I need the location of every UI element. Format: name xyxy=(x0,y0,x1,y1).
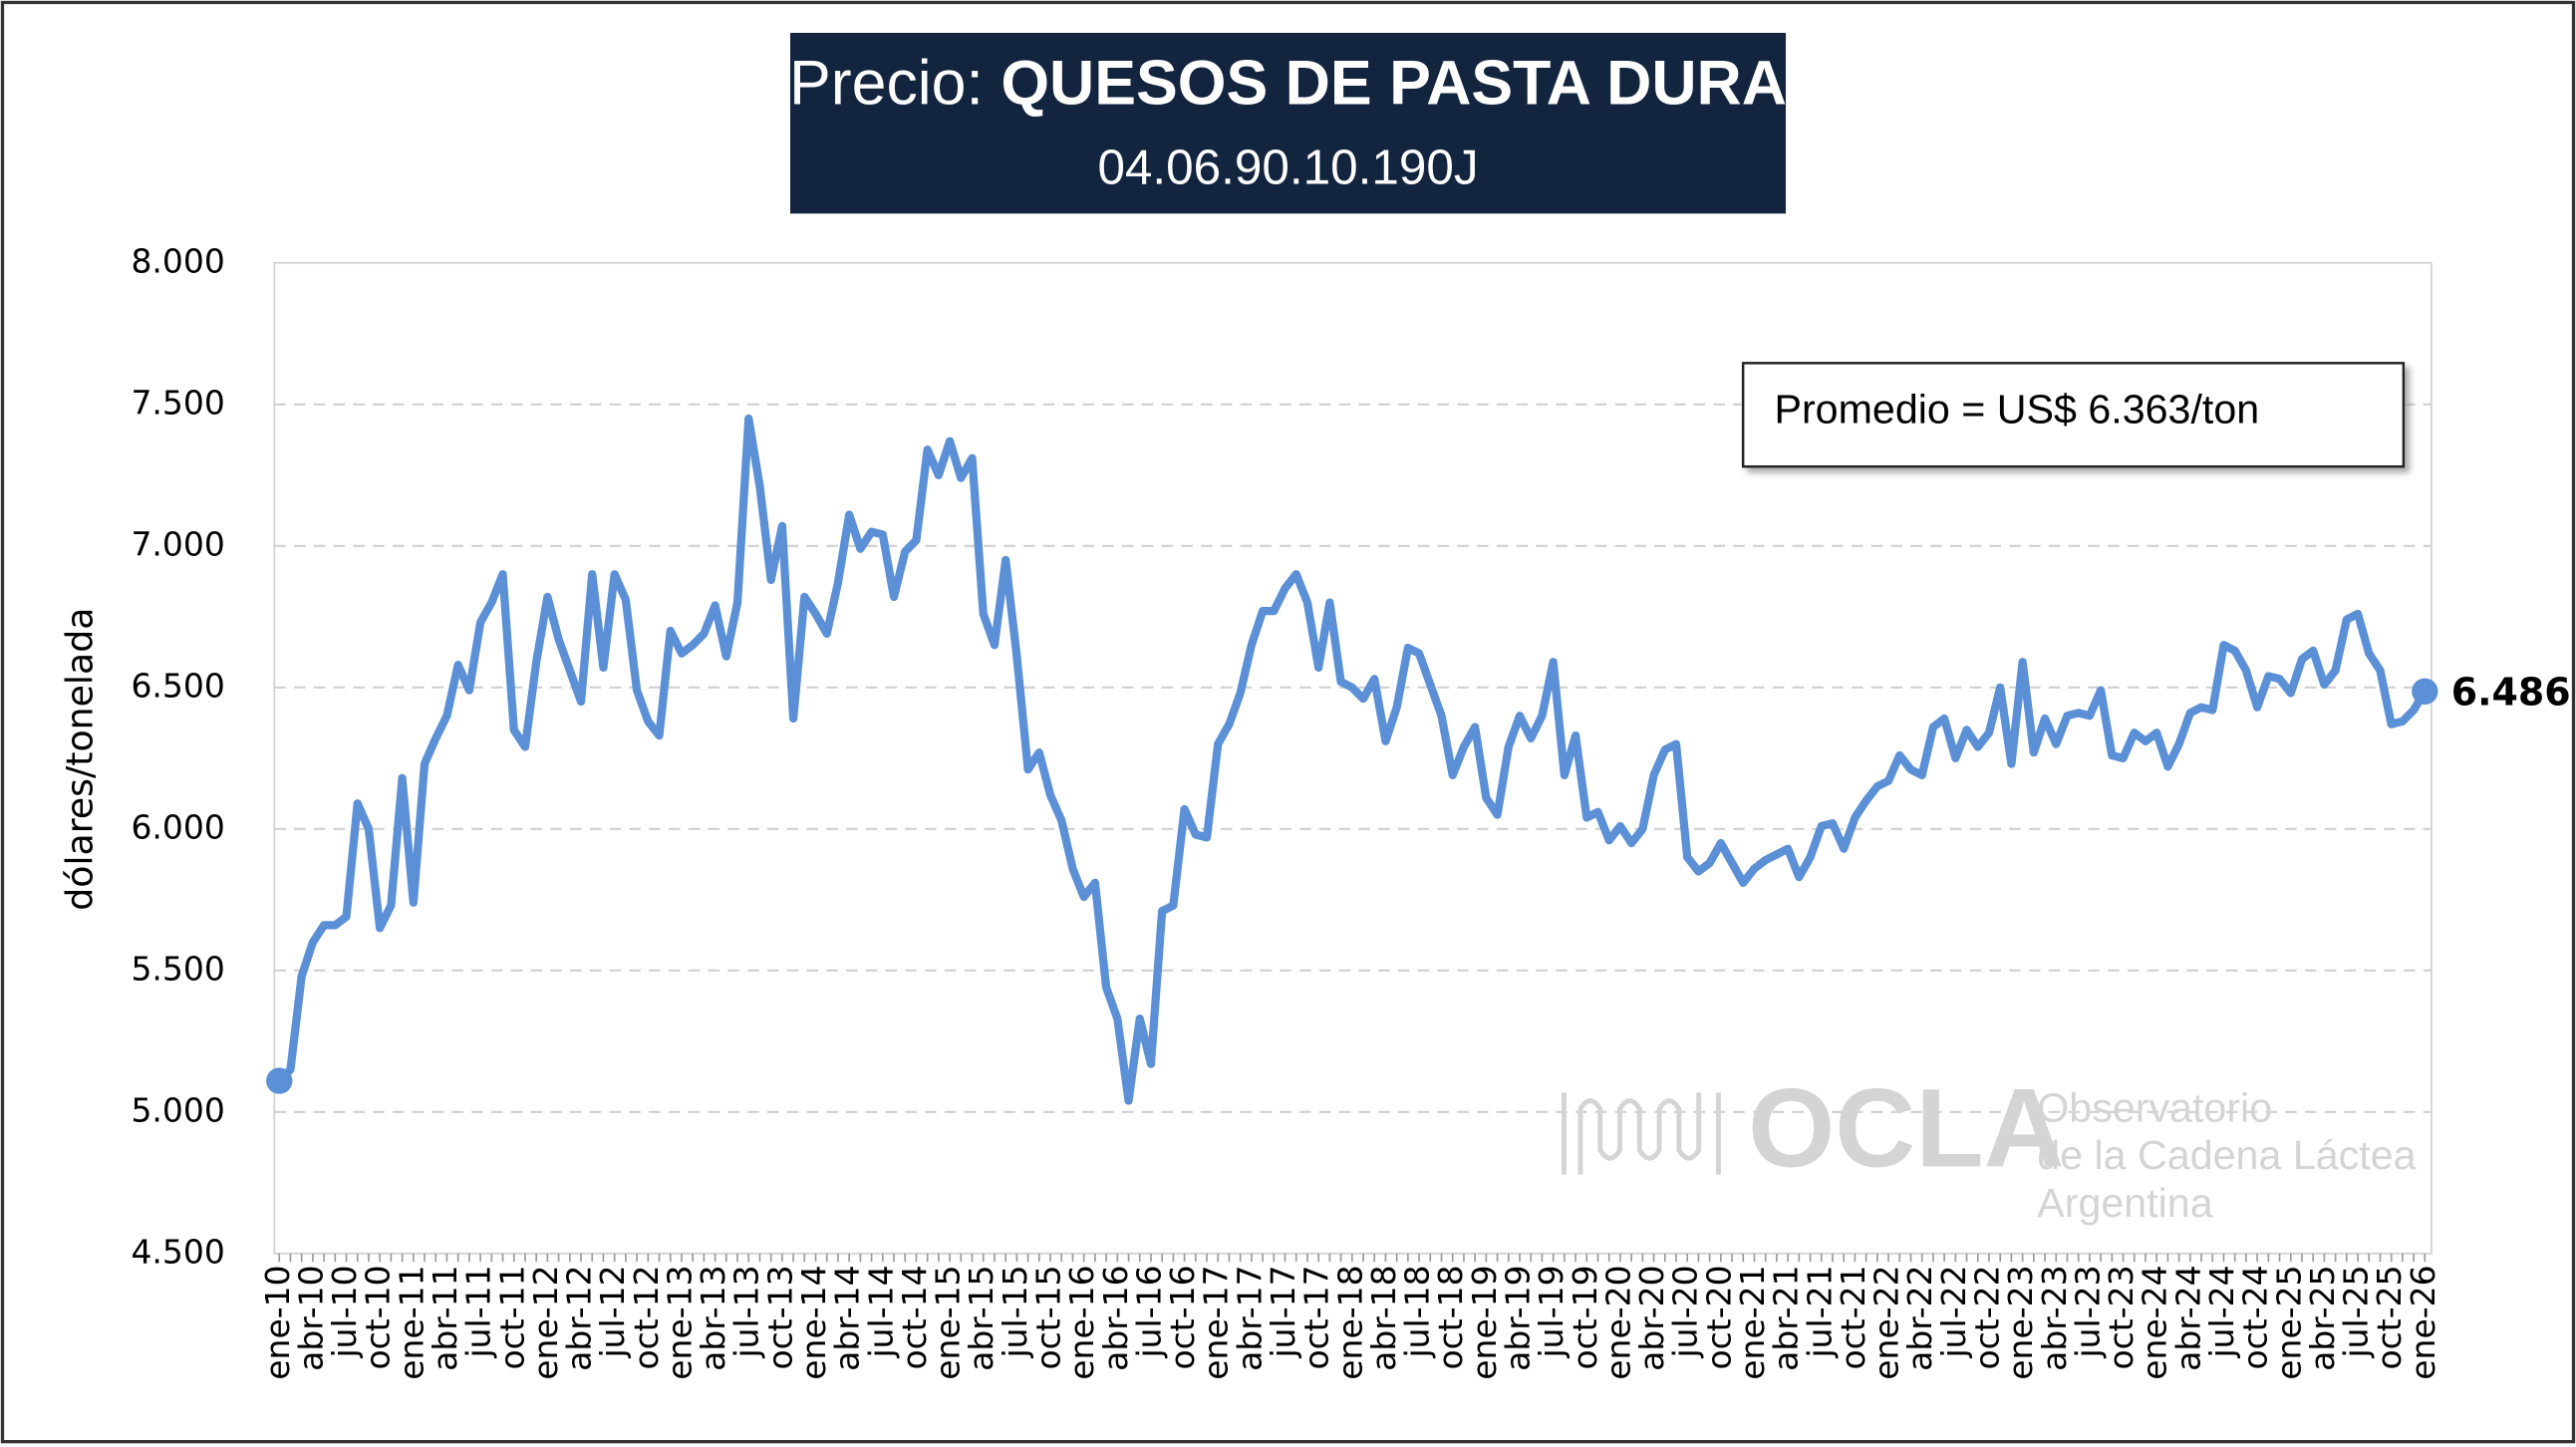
x-tick-label: abr-13 xyxy=(694,1265,732,1370)
x-tick-label: abr-20 xyxy=(1632,1265,1671,1370)
x-tick-label: abr-24 xyxy=(2168,1265,2207,1370)
end-point xyxy=(266,1067,293,1094)
x-tick-label: jul-17 xyxy=(1264,1265,1302,1358)
x-tick-label: ene-10 xyxy=(258,1265,297,1379)
y-tick-label: 6.500 xyxy=(131,666,224,705)
x-tick-label: ene-11 xyxy=(392,1265,430,1379)
y-tick-label: 6.000 xyxy=(131,807,224,846)
x-tick-label: ene-14 xyxy=(794,1265,833,1379)
x-tick-label: oct-19 xyxy=(1566,1265,1604,1369)
y-tick-label: 8.000 xyxy=(131,241,224,280)
chart-title: Precio: QUESOS DE PASTA DURA xyxy=(789,48,1787,118)
x-tick-label: ene-23 xyxy=(2001,1265,2040,1379)
x-tick-label: ene-26 xyxy=(2404,1265,2442,1379)
x-tick-label: abr-12 xyxy=(560,1265,599,1370)
x-tick-label: oct-18 xyxy=(1431,1265,1470,1369)
title-prefix: Precio: xyxy=(789,48,984,118)
plot: 6.486 xyxy=(266,414,2571,1105)
x-tick-label: oct-23 xyxy=(2102,1265,2141,1369)
x-tick-label: ene-19 xyxy=(1465,1265,1504,1379)
x-tick-label: oct-21 xyxy=(1834,1265,1872,1369)
y-tick-label: 5.000 xyxy=(131,1090,224,1129)
x-tick-label: jul-21 xyxy=(1800,1265,1839,1358)
x-tick-label: oct-13 xyxy=(760,1265,799,1369)
x-tick-label: jul-20 xyxy=(1666,1265,1705,1358)
x-tick-label: ene-20 xyxy=(1598,1265,1637,1379)
x-tick-label: jul-15 xyxy=(996,1265,1034,1358)
watermark-text: Argentina xyxy=(2037,1180,2212,1226)
x-tick-label: oct-15 xyxy=(1029,1265,1068,1369)
x-tick-label: jul-18 xyxy=(1398,1265,1437,1358)
x-tick-label: oct-16 xyxy=(1163,1265,1202,1369)
watermark: OCLA Observatorio de la Cadena Láctea Ar… xyxy=(1561,1065,2417,1226)
x-tick-label: oct-20 xyxy=(1699,1265,1738,1369)
x-tick-label: ene-15 xyxy=(929,1265,968,1379)
x-tick-label: jul-10 xyxy=(325,1265,364,1358)
x-tick-label: ene-12 xyxy=(526,1265,565,1379)
x-tick-label: ene-18 xyxy=(1330,1265,1369,1379)
x-tick-label: abr-23 xyxy=(2035,1265,2074,1370)
x-tick-label: oct-12 xyxy=(627,1265,666,1369)
x-tick-label: abr-11 xyxy=(426,1265,464,1370)
x-tick-label: oct-22 xyxy=(1967,1265,2006,1369)
data-label: 6.486 xyxy=(2451,671,2571,715)
end-point xyxy=(2412,678,2438,705)
title-main: QUESOS DE PASTA DURA xyxy=(1001,48,1787,118)
watermark-icon xyxy=(1561,1092,1721,1175)
x-tick-label: ene-25 xyxy=(2269,1265,2308,1379)
x-tick-label: jul-12 xyxy=(593,1265,632,1358)
x-tick-label: oct-17 xyxy=(1297,1265,1336,1369)
watermark-logo: OCLA xyxy=(1748,1065,2065,1190)
x-tick-label: oct-10 xyxy=(359,1265,398,1369)
x-tick-label: oct-11 xyxy=(492,1265,531,1369)
y-tick-label: 4.500 xyxy=(131,1232,224,1271)
y-tick-label: 7.000 xyxy=(131,524,224,563)
annotation: Promedio = US$ 6.363/ton xyxy=(1774,387,2259,433)
y-tick-label: 5.500 xyxy=(131,949,224,988)
x-tick-label: jul-19 xyxy=(1532,1265,1571,1358)
x-tick-label: jul-11 xyxy=(459,1265,498,1358)
x-tick-label: jul-23 xyxy=(2068,1265,2107,1358)
x-tick-label: ene-21 xyxy=(1733,1265,1772,1379)
x-tick-label: jul-22 xyxy=(1934,1265,1973,1358)
title-box xyxy=(789,32,1787,214)
x-tick-label: ene-24 xyxy=(2136,1265,2174,1379)
x-tick-label: jul-16 xyxy=(1129,1265,1168,1358)
x-tick-label: oct-14 xyxy=(895,1265,934,1369)
watermark-text: Observatorio xyxy=(2037,1084,2272,1130)
x-tick-label: ene-13 xyxy=(660,1265,699,1379)
x-tick-label: abr-10 xyxy=(291,1265,330,1370)
x-tick-label: abr-18 xyxy=(1364,1265,1403,1370)
x-tick-label: abr-22 xyxy=(1900,1265,1939,1370)
x-tick-label: abr-14 xyxy=(828,1265,867,1370)
x-tick-label: abr-15 xyxy=(962,1265,1001,1370)
x-tick-label: oct-25 xyxy=(2370,1265,2409,1369)
x-tick-label: ene-17 xyxy=(1197,1265,1236,1379)
x-tick-label: jul-13 xyxy=(727,1265,766,1358)
x-tick-label: abr-25 xyxy=(2303,1265,2342,1370)
x-tick-label: abr-21 xyxy=(1767,1265,1806,1370)
watermark-text: de la Cadena Láctea xyxy=(2037,1132,2416,1178)
y-tick-label: 7.500 xyxy=(131,383,224,422)
x-tick-label: abr-19 xyxy=(1499,1265,1538,1370)
x-tick-label: ene-22 xyxy=(1867,1265,1906,1379)
x-tick-label: ene-16 xyxy=(1062,1265,1101,1379)
x-tick-label: jul-14 xyxy=(861,1265,900,1358)
x-tick-label: abr-17 xyxy=(1230,1265,1269,1370)
chart-subtitle: 04.06.90.10.190J xyxy=(1097,141,1478,195)
x-tick-label: abr-16 xyxy=(1096,1265,1135,1370)
annotation-box xyxy=(1741,362,2406,468)
x-tick-label: jul-24 xyxy=(2202,1265,2241,1358)
price-line xyxy=(275,414,2430,1105)
y-axis-label: dólares/tonelada xyxy=(58,608,101,911)
x-tick-label: jul-25 xyxy=(2337,1265,2376,1358)
x-tick-label: oct-24 xyxy=(2236,1265,2275,1369)
